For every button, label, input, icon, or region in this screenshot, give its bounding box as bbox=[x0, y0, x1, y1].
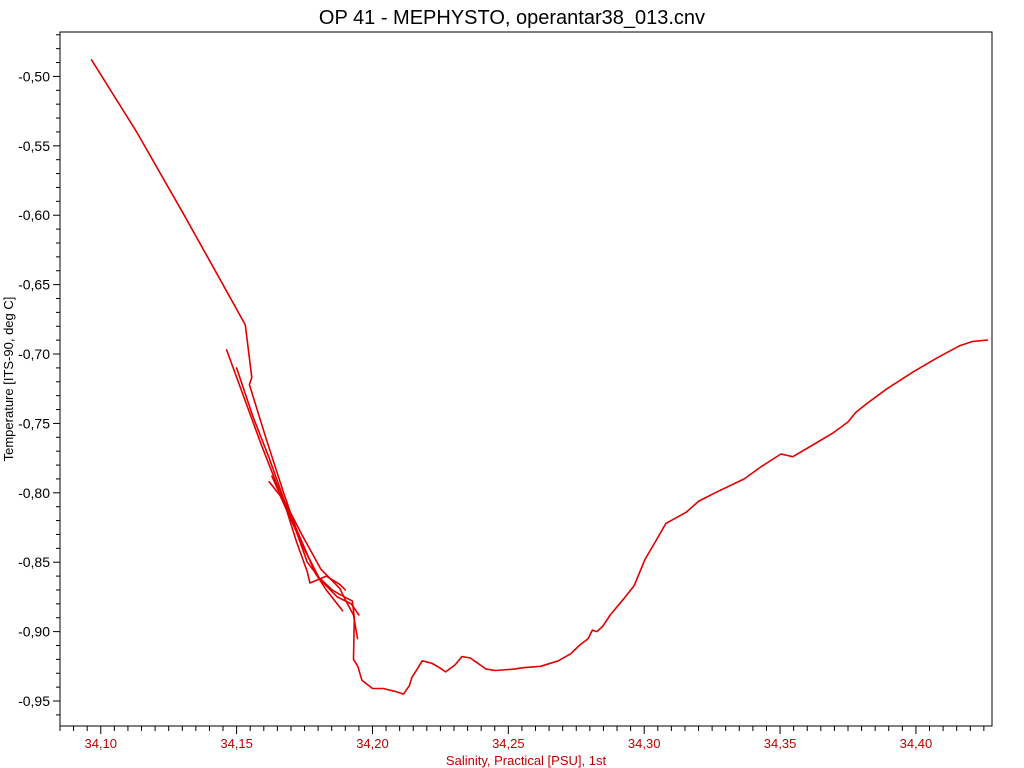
plot-frame bbox=[59, 31, 993, 727]
chart-title: OP 41 - MEPHYSTO, operantar38_013.cnv bbox=[319, 7, 705, 29]
y-tick-label: -0,60 bbox=[18, 207, 50, 223]
y-tick-label: -0,85 bbox=[18, 554, 50, 570]
x-tick-label: 34,35 bbox=[764, 736, 797, 751]
y-tick-label: -0,75 bbox=[18, 415, 50, 431]
y-tick-label: -0,50 bbox=[18, 68, 50, 84]
y-tick-label: -0,55 bbox=[18, 138, 50, 154]
series-line-2 bbox=[225, 349, 359, 640]
series-line-3 bbox=[235, 367, 344, 612]
y-tick-label: -0,70 bbox=[18, 346, 50, 362]
x-axis-label: Salinity, Practical [PSU], 1st bbox=[446, 753, 607, 768]
y-tick-label: -0,65 bbox=[18, 277, 50, 293]
y-axis-label: Temperature [ITS-90, deg C] bbox=[1, 297, 16, 462]
y-tick-label: -0,80 bbox=[18, 485, 50, 501]
x-tick-label: 34,30 bbox=[628, 736, 661, 751]
x-tick-label: 34,20 bbox=[356, 736, 389, 751]
x-tick-label: 34,40 bbox=[900, 736, 933, 751]
x-tick-label: 34,25 bbox=[492, 736, 525, 751]
x-tick-label: 34,10 bbox=[84, 736, 117, 751]
series-line-1 bbox=[90, 58, 989, 695]
series-layer bbox=[90, 58, 989, 695]
x-axis: 34,10 34,15 34,20 34,25 34,30 34,35 34,40 bbox=[59, 726, 985, 751]
series-line-5 bbox=[271, 475, 347, 591]
y-tick-label: -0,95 bbox=[18, 693, 50, 709]
x-tick-label: 34,15 bbox=[220, 736, 253, 751]
y-tick-label: -0,90 bbox=[18, 624, 50, 640]
y-axis: -0,50 -0,55 -0,60 -0,65 -0,70 -0,75 -0,80 -0,85… bbox=[18, 34, 60, 716]
